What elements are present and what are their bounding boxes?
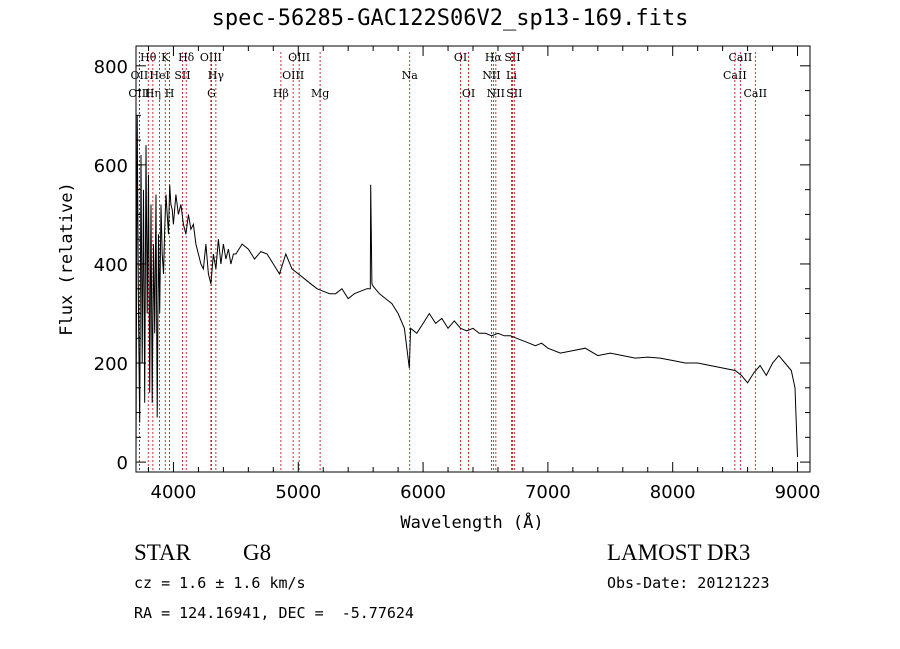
object-subclass: G8 bbox=[243, 540, 272, 565]
line-marker-label: Li bbox=[506, 69, 517, 82]
line-marker-label: H bbox=[165, 87, 175, 100]
line-marker-label: Na bbox=[402, 69, 419, 82]
y-axis: 0 200 400 600 800 bbox=[94, 57, 810, 474]
line-marker-label: Hβ bbox=[273, 87, 289, 100]
line-marker-label: HeI bbox=[149, 69, 169, 82]
object-class: STAR bbox=[134, 540, 191, 565]
line-marker-label: SII bbox=[174, 69, 190, 82]
y-axis-label: Flux (relative) bbox=[57, 182, 77, 336]
line-marker-label: NII bbox=[482, 69, 500, 82]
x-tick-label: 8000 bbox=[650, 482, 696, 503]
redshift-cz: cz = 1.6 ± 1.6 km/s bbox=[134, 574, 306, 592]
chart-title: spec-56285-GAC122S06V2_sp13-169.fits bbox=[211, 6, 689, 31]
line-marker-label: K bbox=[161, 51, 170, 64]
line-marker-label: OIII bbox=[200, 51, 222, 64]
x-tick-label: 4000 bbox=[151, 482, 197, 503]
line-marker-label: NII bbox=[487, 87, 505, 100]
y-tick-label: 0 bbox=[117, 453, 128, 474]
x-tick-label: 7000 bbox=[525, 482, 571, 503]
line-marker-label: OII bbox=[131, 69, 149, 82]
line-marker-label: Hγ bbox=[208, 69, 225, 82]
y-tick-label: 400 bbox=[94, 255, 128, 276]
x-tick-label: 6000 bbox=[400, 482, 446, 503]
x-axis-label: Wavelength (Å) bbox=[400, 511, 543, 533]
line-marker-label: SII bbox=[506, 87, 522, 100]
y-tick-label: 600 bbox=[94, 156, 128, 177]
line-marker-label: Hδ bbox=[178, 51, 195, 64]
line-marker-label: G bbox=[207, 87, 216, 100]
line-marker-label: OI bbox=[462, 87, 475, 100]
line-marker-label: OIII bbox=[288, 51, 310, 64]
y-tick-label: 800 bbox=[94, 57, 128, 78]
line-marker-label: CaII bbox=[723, 69, 747, 82]
x-tick-label: 5000 bbox=[275, 482, 321, 503]
line-marker-label: CaII bbox=[743, 87, 767, 100]
line-marker-label: Hθ bbox=[140, 51, 157, 64]
line-marker-label: OI bbox=[454, 51, 467, 64]
line-marker-label: Mg bbox=[311, 87, 329, 100]
line-marker-label: Hη bbox=[145, 87, 161, 100]
line-marker-label: Hα bbox=[485, 51, 503, 64]
line-marker-label: OIII bbox=[282, 69, 304, 82]
observation-date: Obs-Date: 20121223 bbox=[607, 574, 770, 592]
x-tick-label: 9000 bbox=[775, 482, 821, 503]
line-marker-label: CaII bbox=[729, 51, 753, 64]
spectrum-line bbox=[135, 115, 798, 458]
x-axis: 4000 5000 6000 7000 8000 9000 bbox=[147, 46, 821, 503]
coordinates: RA = 124.16941, DEC = -5.77624 bbox=[134, 604, 414, 622]
y-tick-label: 200 bbox=[94, 354, 128, 375]
line-marker-label: SII bbox=[504, 51, 520, 64]
line-marker-label: OIII bbox=[128, 87, 150, 100]
survey-name: LAMOST DR3 bbox=[607, 540, 751, 565]
plot-frame bbox=[135, 45, 811, 473]
